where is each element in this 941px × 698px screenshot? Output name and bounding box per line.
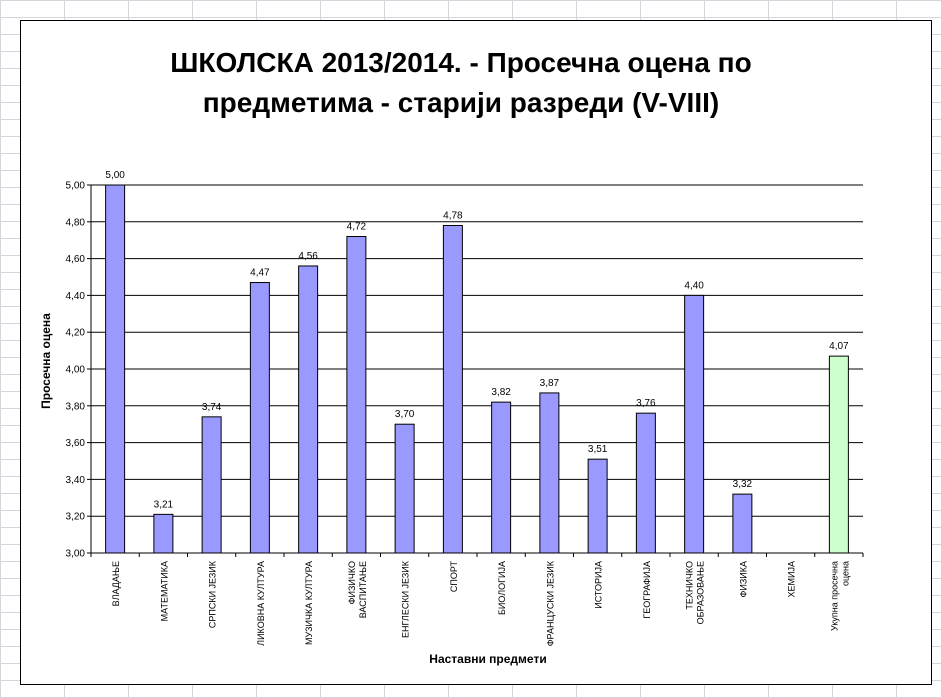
bar xyxy=(394,423,415,554)
x-tick-label: МУЗИЧКА КУЛТУРА xyxy=(304,561,314,645)
data-label: 4,56 xyxy=(298,251,318,262)
data-label: 3,82 xyxy=(491,387,511,398)
x-tick-label: ГЕОГРАФИЈА xyxy=(642,561,652,619)
data-label: 4,72 xyxy=(347,222,367,233)
chart-title: ШКОЛСКА 2013/2014. - Просечна оцена по п… xyxy=(21,43,901,123)
data-label: 4,78 xyxy=(443,210,463,221)
x-tick-label: БИОЛОГИЈА xyxy=(497,561,507,615)
data-label: 4,07 xyxy=(829,341,849,352)
bar xyxy=(732,493,753,554)
y-tick-label: 4,80 xyxy=(66,217,86,228)
x-tick-label: СРПСКИ ЈЕЗИК xyxy=(208,560,218,628)
y-tick-label: 5,00 xyxy=(66,181,86,192)
data-labels: 5,00 3,21 3,74 4,47 4,56 4,72 3,70 4,78 3,82 3,87… xyxy=(105,170,849,510)
x-tick-label: Укупна просечна xyxy=(829,561,839,631)
data-label: 4,40 xyxy=(684,280,704,291)
x-tick-label: оцена xyxy=(840,561,850,586)
data-label: 3,21 xyxy=(154,499,174,510)
y-tick-label: 3,00 xyxy=(66,549,86,560)
chart-area: ШКОЛСКА 2013/2014. - Просечна оцена по п… xyxy=(20,20,932,685)
bar xyxy=(684,294,705,554)
y-tick-label: 4,60 xyxy=(66,254,86,265)
y-tick-label: 4,40 xyxy=(66,291,86,302)
x-tick-label: ФИЗИКА xyxy=(738,561,748,597)
y-tick-label: 3,20 xyxy=(66,512,86,523)
chart-title-line-2: предметима - старији разреди (V-VIII) xyxy=(202,87,720,118)
y-axis-title: Просечна оцена xyxy=(39,313,53,409)
y-tick-label: 4,20 xyxy=(66,328,86,339)
chart-title-line-1: ШКОЛСКА 2013/2014. - Просечна оцена по xyxy=(170,47,752,78)
y-tick-label: 4,00 xyxy=(66,365,86,376)
y-tick-label: 3,80 xyxy=(66,401,86,412)
bar xyxy=(105,184,126,554)
x-tick-label: ФРАНЦУСКИ ЈЕЗИК xyxy=(545,560,555,646)
bars xyxy=(105,184,849,554)
bar xyxy=(587,458,608,554)
x-tick-label: СПОРТ xyxy=(449,561,459,593)
x-tick-label: ОБРАЗОВАЊЕ xyxy=(696,561,706,624)
x-tick-label: МАТЕМАТИКА xyxy=(159,561,169,621)
gridlines xyxy=(91,184,863,554)
x-tick-label: ИСТОРИЈА xyxy=(594,561,604,609)
x-tick-label: ТЕХНИЧКО xyxy=(685,561,695,610)
x-tick-label: ВАСПИТАЊЕ xyxy=(358,561,368,618)
data-label: 3,74 xyxy=(202,402,222,413)
x-tick-labels: ВЛАДАЊЕ МАТЕМАТИКА СРПСКИ ЈЕЗИК ЛИКОВНА КУЛ… xyxy=(111,560,850,646)
data-label: 3,76 xyxy=(636,398,656,409)
x-tick-label: ВЛАДАЊЕ xyxy=(111,561,121,606)
bar xyxy=(298,265,319,554)
x-tick-label: ЕНГЛЕСКИ ЈЕЗИК xyxy=(401,560,411,638)
data-label: 4,47 xyxy=(250,268,270,279)
x-axis-title: Наставни предмети xyxy=(429,652,546,666)
bar xyxy=(249,282,270,554)
bar xyxy=(153,513,174,554)
bar-chart: 3,00 3,20 3,40 3,60 3,80 4,00 4,20 4,40 4,60 4,80… xyxy=(39,170,864,666)
axes xyxy=(87,184,864,557)
data-label: 3,70 xyxy=(395,409,415,420)
bar xyxy=(539,392,560,554)
bar xyxy=(201,416,222,554)
bar xyxy=(828,355,849,554)
bar xyxy=(442,224,463,554)
x-tick-label: ФИЗИЧКО xyxy=(347,561,357,604)
bar xyxy=(346,236,367,554)
x-tick-label: ХЕМИЈА xyxy=(787,561,797,597)
y-tick-label: 3,60 xyxy=(66,438,86,449)
x-tick-label: ЛИКОВНА КУЛТУРА xyxy=(256,561,266,646)
data-label: 3,87 xyxy=(540,378,560,389)
y-tick-label: 3,40 xyxy=(66,475,86,486)
bar xyxy=(491,401,512,554)
data-label: 3,51 xyxy=(588,444,608,455)
data-label: 3,32 xyxy=(733,479,753,490)
bar xyxy=(635,412,656,554)
y-tick-labels: 3,00 3,20 3,40 3,60 3,80 4,00 4,20 4,40 4,60 4,80… xyxy=(66,181,86,560)
data-label: 5,00 xyxy=(105,170,125,181)
